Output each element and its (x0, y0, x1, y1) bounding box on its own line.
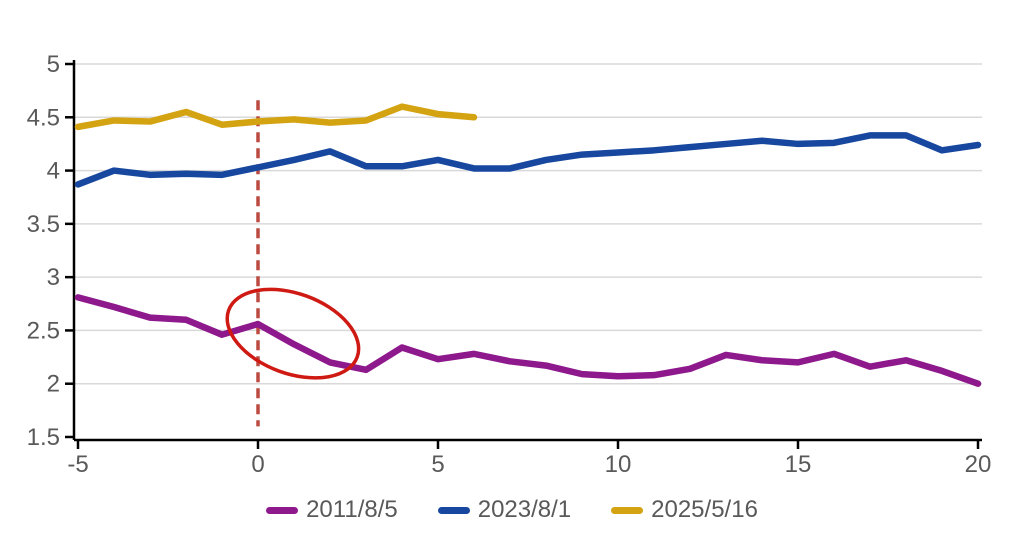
legend-label: 2011/8/5 (306, 496, 398, 523)
highlight-ellipse (225, 287, 361, 380)
y-tick-label: 3.5 (27, 211, 60, 238)
series-line-2011-8-5 (74, 294, 982, 387)
series-line-2025-5-16 (74, 103, 478, 131)
series-line-2023-8-1 (74, 132, 982, 188)
x-tick-label: 20 (965, 451, 992, 478)
legend-swatch-icon (611, 506, 644, 514)
y-tick-label: 4 (47, 158, 60, 185)
legend-item: 2023/8/1 (437, 496, 572, 523)
y-tick-label: 5 (47, 51, 60, 78)
legend-item: 2011/8/5 (266, 498, 398, 522)
legend-label: 2023/8/1 (477, 496, 572, 523)
legend-label: 2025/5/16 (651, 496, 758, 523)
legend-swatch-icon (437, 506, 470, 514)
y-tick-label: 2 (47, 371, 60, 398)
y-tick-label: 4.5 (27, 104, 60, 131)
chart-legend: 2011/8/5 2023/8/1 2025/5/16 (0, 490, 1024, 530)
y-tick-label: 2.5 (27, 317, 60, 344)
x-tick-label: 10 (605, 451, 632, 478)
x-tick-label: 5 (431, 451, 444, 478)
y-tick-label: 3 (47, 264, 60, 291)
x-tick-label: -5 (67, 451, 88, 478)
legend-swatch-icon (266, 506, 299, 514)
y-tick-label: 1.5 (27, 424, 60, 451)
x-tick-label: 15 (785, 451, 812, 478)
legend-item: 2025/5/16 (611, 498, 758, 522)
x-tick-label: 0 (251, 451, 264, 478)
